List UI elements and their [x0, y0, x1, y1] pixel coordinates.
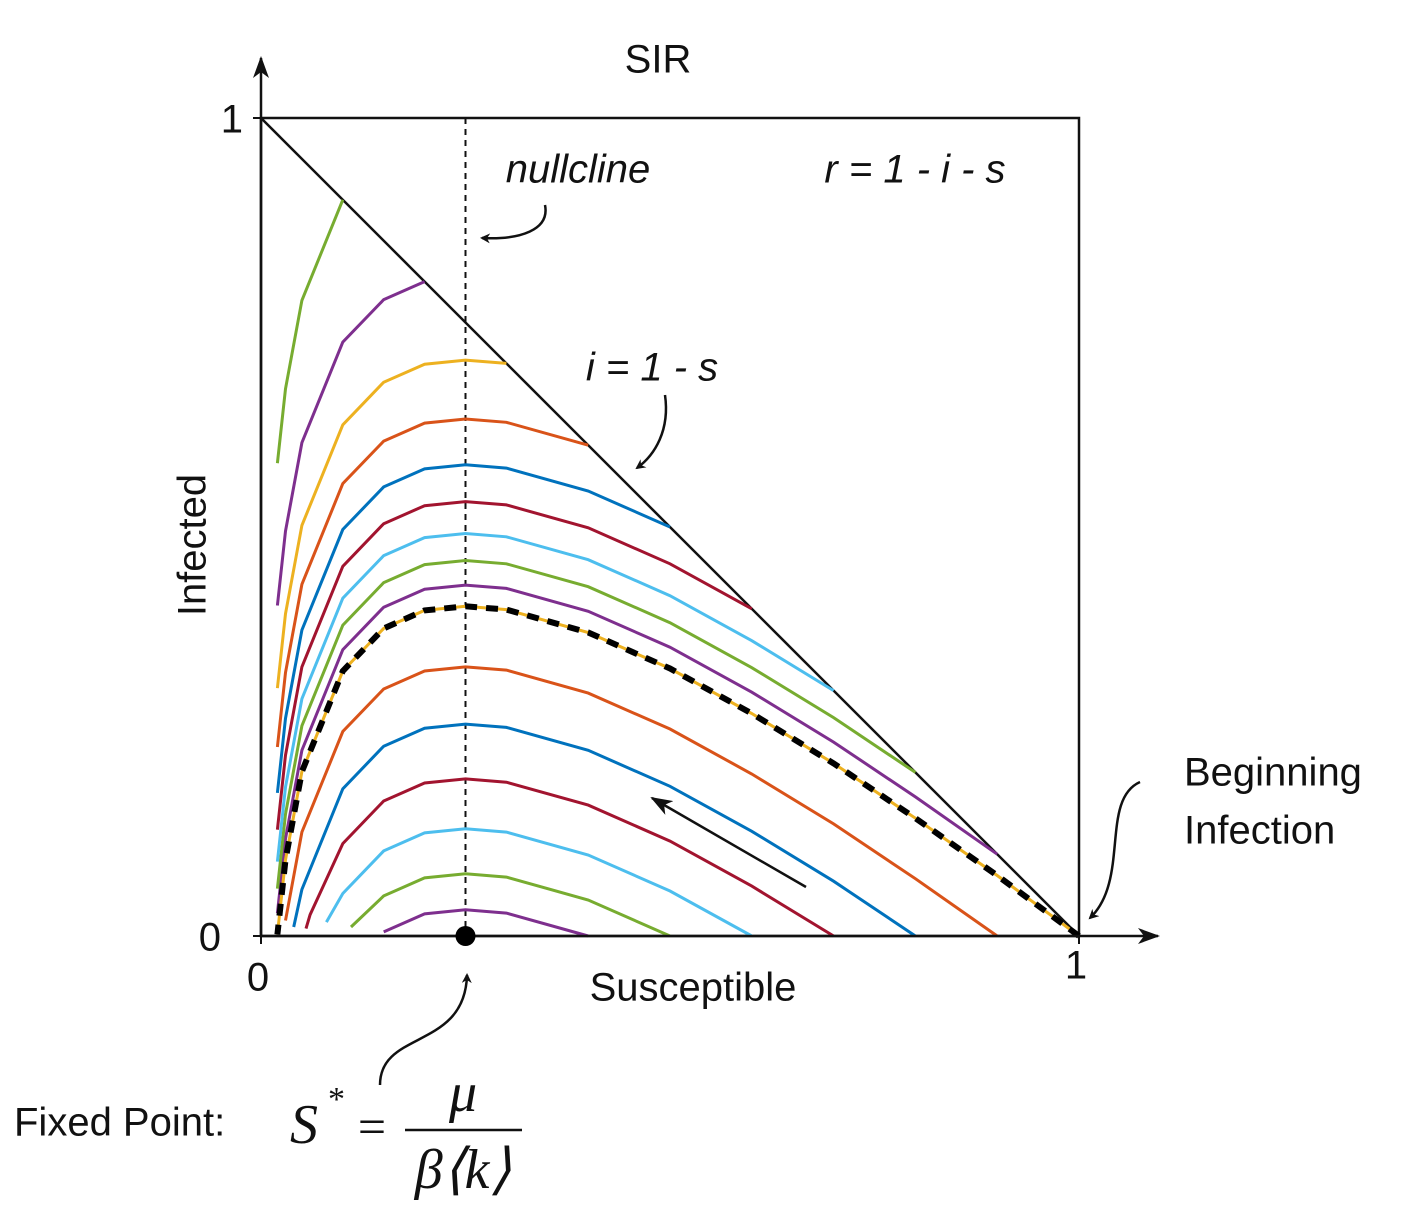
trajectory: [275, 500, 753, 830]
trajectory: [275, 417, 589, 748]
chart-title: SIR: [625, 38, 692, 82]
trajectory: [275, 583, 999, 914]
x-tick-label: 1: [1065, 944, 1087, 988]
trajectory: [275, 358, 507, 689]
trajectory: [275, 199, 345, 464]
annotation-arrow: [480, 204, 547, 244]
trajectory: [304, 777, 835, 938]
trajectory: [292, 722, 917, 938]
formula-eq: =: [358, 1098, 386, 1154]
plot-area: [253, 116, 1081, 944]
y-tick-label: 0: [199, 916, 221, 960]
r-relation: r = 1 - i - s: [824, 148, 1005, 192]
nullcline-label: nullcline: [506, 148, 651, 192]
direction-arrow: [650, 796, 807, 889]
formula-sup: *: [328, 1081, 345, 1118]
trajectory: [275, 604, 1080, 938]
x-tick-label: 0: [247, 956, 269, 1000]
trajectory: [275, 280, 426, 606]
start-label: Beginning: [1184, 751, 1362, 795]
trajectory: [275, 558, 917, 889]
formula-lhs: S: [290, 1094, 318, 1156]
fixed-point-label: Fixed Point:: [14, 1101, 225, 1145]
fixed-point: [455, 926, 476, 946]
annotation-arrow: [635, 394, 668, 470]
annotation-arrow: [1088, 780, 1141, 920]
formula-denominator: β⟨k⟩: [414, 1139, 512, 1201]
annotation-arrow: [378, 973, 472, 1086]
trajectory-dashed: [274, 603, 1081, 939]
trajectory: [325, 827, 753, 938]
x-axis-label: Susceptible: [590, 966, 797, 1010]
trajectory: [275, 463, 671, 794]
formula-numerator: μ: [448, 1062, 477, 1124]
trajectory: [383, 908, 589, 938]
trajectory: [275, 531, 835, 862]
y-axis-label: Infected: [171, 474, 215, 616]
trajectory: [284, 665, 999, 938]
start-label: Infection: [1184, 809, 1335, 853]
trajectory: [349, 872, 671, 938]
y-tick-label: 1: [221, 98, 243, 142]
diagonal-label: i = 1 - s: [586, 346, 718, 390]
